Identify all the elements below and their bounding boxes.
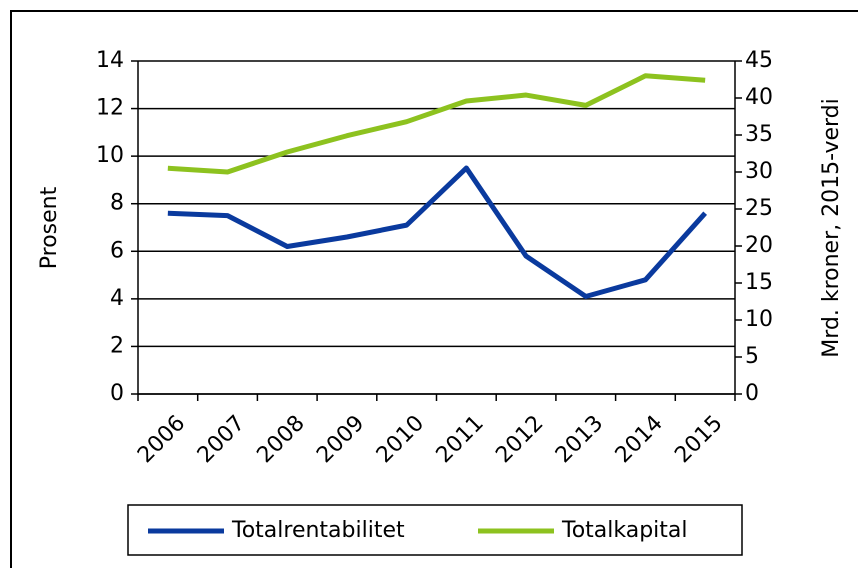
- y-axis-label: Prosent: [37, 186, 62, 269]
- x-tick-label: 2006: [133, 411, 190, 468]
- x-tick-label: 2013: [551, 411, 608, 468]
- y2-tick-label: 15: [745, 270, 773, 295]
- y-tick-label: 2: [110, 333, 124, 358]
- x-tick-label: 2014: [611, 411, 668, 468]
- legend-label: Totalrentabilitet: [231, 518, 405, 543]
- y2-tick-label: 40: [745, 85, 773, 110]
- y2-tick-label: 45: [745, 48, 773, 73]
- x-tick-label: 2015: [670, 411, 727, 468]
- y2-tick-label: 0: [745, 381, 759, 406]
- data-line: [167, 73, 706, 175]
- y2-tick-label: 5: [745, 344, 759, 369]
- y-tick-label: 10: [96, 143, 124, 168]
- y2-tick-label: 25: [745, 196, 773, 221]
- legend-box: [127, 504, 743, 556]
- y-tick-label: 8: [110, 191, 124, 216]
- x-tick-label: 2009: [312, 411, 369, 468]
- y2-tick-label: 35: [745, 122, 773, 147]
- y-tick-label: 6: [110, 238, 124, 263]
- x-tick-label: 2011: [432, 411, 489, 468]
- y-tick-label: 4: [110, 286, 124, 311]
- x-tick-label: 2008: [252, 411, 309, 468]
- y-tick-label: 0: [110, 381, 124, 406]
- x-tick-label: 2010: [372, 411, 429, 468]
- y2-tick-label: 10: [745, 307, 773, 332]
- y2-tick-label: 30: [745, 159, 773, 184]
- y-tick-label: 12: [96, 96, 124, 121]
- y2-axis-label: Mrd. kroner, 2015-verdi: [819, 98, 844, 358]
- x-tick-label: 2007: [193, 411, 250, 468]
- y2-tick-label: 20: [745, 233, 773, 258]
- frame: [10, 10, 858, 568]
- x-tick-label: 2012: [491, 411, 548, 468]
- y-tick-label: 14: [96, 48, 124, 73]
- data-line: [167, 165, 708, 299]
- legend-label: Totalkapital: [561, 518, 688, 543]
